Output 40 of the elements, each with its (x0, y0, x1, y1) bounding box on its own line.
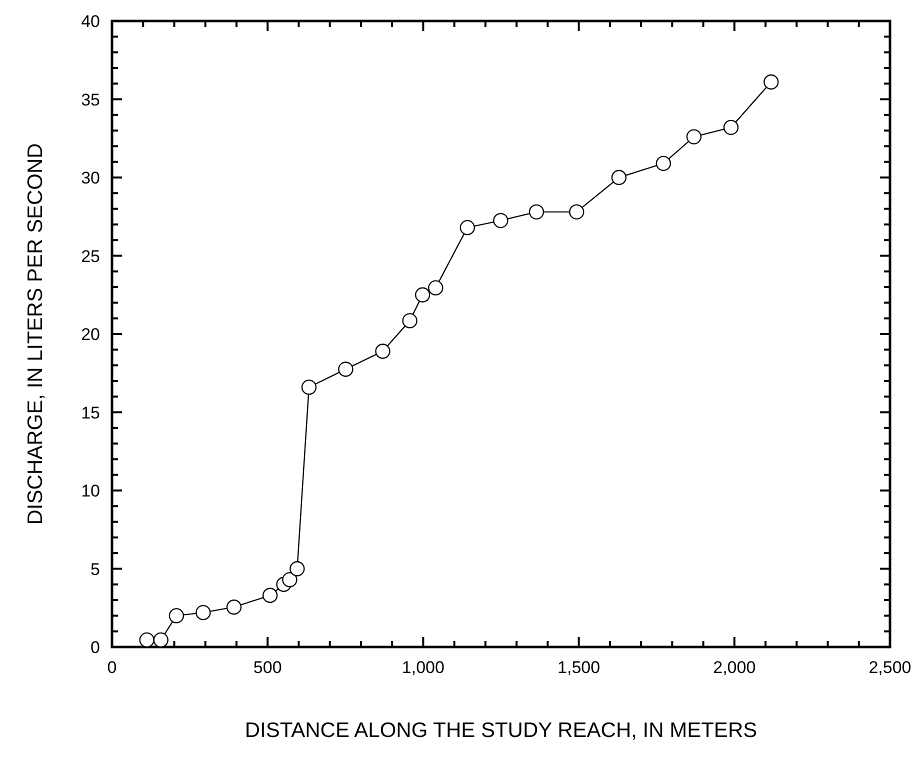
y-tick-label: 0 (90, 638, 100, 657)
point (493, 212, 508, 228)
y-tick-label: 10 (81, 482, 100, 500)
point (428, 280, 444, 296)
point (569, 204, 584, 220)
point (611, 170, 627, 186)
point (375, 344, 390, 359)
point (764, 74, 779, 90)
point (168, 608, 184, 624)
point (528, 204, 544, 220)
point (338, 362, 354, 377)
x-tick-label: 1,000 (402, 658, 444, 677)
point (414, 287, 430, 302)
point (723, 120, 739, 136)
point (460, 220, 475, 236)
point (656, 156, 672, 172)
point (686, 129, 702, 144)
y-tick-label: 5 (90, 560, 100, 579)
point (290, 561, 305, 576)
point (402, 313, 418, 328)
point (282, 572, 298, 588)
x-tick-label: 0 (107, 658, 117, 677)
y-tick-label: 30 (81, 168, 100, 188)
x-tick-label: 2,500 (868, 658, 912, 677)
y-tick-label: 15 (81, 403, 100, 422)
x-tick-label: 500 (253, 658, 282, 677)
point (226, 599, 242, 615)
y-axis-title: DISCHARGE, IN LITERS PER SECOND (24, 143, 47, 525)
x-tick-label: 1,500 (558, 658, 600, 677)
point (301, 380, 317, 395)
point (196, 604, 211, 620)
point (153, 632, 168, 648)
y-tick-label: 35 (81, 90, 100, 110)
x-tick-label: 2,000 (713, 658, 756, 677)
y-tick-label: 20 (81, 325, 100, 344)
y-tick-label: 40 (81, 12, 100, 31)
point (139, 632, 154, 648)
y-tick-label: 25 (81, 246, 100, 266)
point (262, 588, 278, 603)
x-axis-title: DISTANCE ALONG THE STUDY REACH, IN METERS (244, 719, 758, 742)
